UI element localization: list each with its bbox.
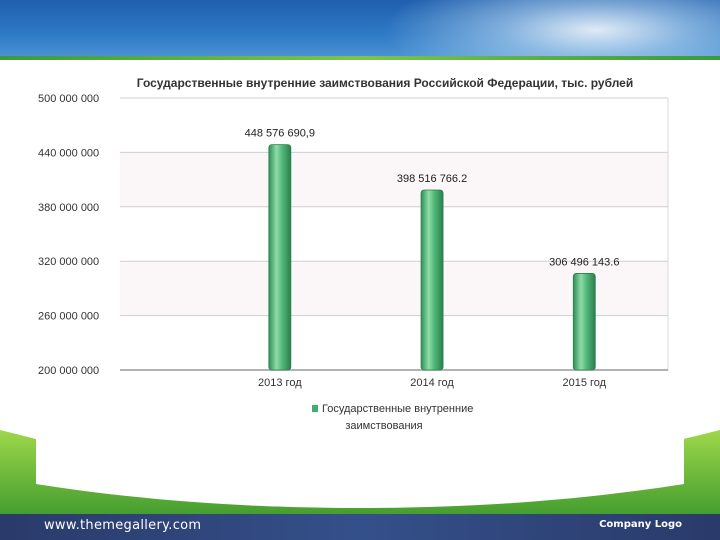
y-tick-label: 260 000 000 [38,311,99,323]
y-tick-label: 500 000 000 [38,93,99,105]
grid-band [120,152,668,207]
legend-label: заимствования [345,420,422,432]
data-label: 448 576 690,9 [245,128,315,140]
x-tick-label: 2014 год [410,377,454,389]
data-label: 306 496 143.6 [549,256,619,268]
y-tick-label: 440 000 000 [38,147,99,159]
bar-1 [268,144,292,371]
grid-band [120,206,668,262]
data-label: 398 516 766.2 [397,173,467,185]
footer-url[interactable]: www.themegallery.com [44,518,202,533]
footer-bar [0,514,720,540]
cloud-decoration [380,0,720,56]
legend-swatch [312,405,318,412]
x-tick-label: 2015 год [562,377,606,389]
y-tick-label: 200 000 000 [38,365,99,377]
legend-label: Государственные внутренние [322,403,473,415]
y-tick-label: 320 000 000 [38,256,99,268]
bar-2 [420,189,444,371]
y-tick-label: 380 000 000 [38,202,99,214]
x-tick-label: 2013 год [258,377,302,389]
chart-title: Государственные внутренние заимствования… [137,76,633,90]
bar-3 [572,273,596,371]
top-banner [0,0,720,56]
bottom-swoosh-decoration [0,420,720,520]
bar-chart: Государственные внутренние заимствования… [38,76,669,432]
banner-accent-line [0,56,720,60]
company-logo: Company Logo [599,519,682,530]
grid-band [120,98,668,153]
